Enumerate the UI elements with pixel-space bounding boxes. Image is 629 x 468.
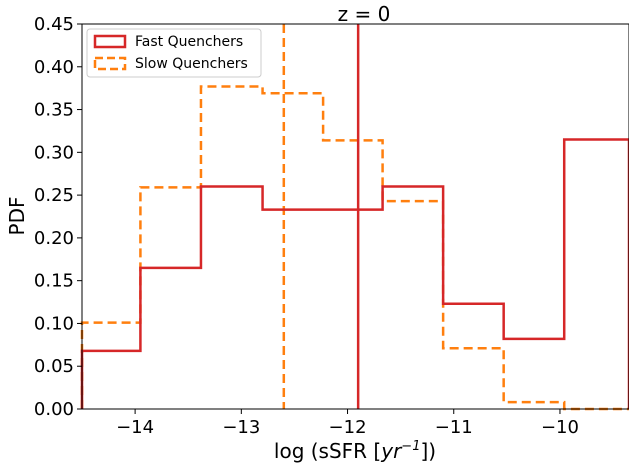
legend: Fast Quenchers Slow Quenchers (87, 29, 261, 77)
y-axis: 0.00 0.05 0.10 0.15 0.20 0.25 0.30 0.35 0.40 0.45 (34, 14, 82, 420)
histogram-bin-fast-5 (383, 187, 444, 409)
histogram-bin-fast-6 (443, 304, 504, 409)
y-tick-label: 0.40 (34, 57, 74, 78)
y-tick-label: 0.30 (34, 142, 74, 163)
y-tick-label: 0.25 (34, 185, 74, 206)
histogram-bin-slow-3 (263, 93, 324, 409)
y-axis-label: PDF (5, 197, 29, 236)
y-tick-label: 0.00 (34, 399, 74, 420)
histogram-steps-fast (82, 140, 629, 410)
histogram-bin-slow-2 (201, 86, 263, 409)
y-tick-label: 0.45 (34, 14, 74, 35)
y-tick-label: 0.15 (34, 271, 74, 292)
y-tick-label: 0.35 (34, 100, 74, 121)
x-tick-label: −13 (222, 417, 260, 438)
x-axis-label-prefix: log (sSFR [ (274, 439, 381, 463)
histogram-bin-slow-5 (383, 201, 444, 409)
histogram-steps-slow (82, 86, 629, 409)
y-tick-label: 0.10 (34, 313, 74, 334)
plot-frame (82, 24, 629, 409)
histogram-bin-slow-1 (140, 187, 201, 409)
x-axis-label-exponent: −1 (401, 439, 420, 454)
legend-label-slow: Slow Quenchers (135, 56, 248, 72)
histogram-bin-fast-0 (82, 351, 140, 409)
y-tick-label: 0.20 (34, 228, 74, 249)
x-tick-label: −10 (541, 417, 579, 438)
histogram-bin-slow-0 (82, 323, 140, 409)
plot-area (82, 24, 629, 409)
histogram-bin-slow-6 (443, 348, 504, 409)
histogram-bin-fast-8 (564, 140, 629, 410)
histogram-bin-fast-7 (504, 339, 565, 409)
histogram-bin-slow-4 (323, 140, 382, 409)
x-axis: −14 −13 −12 −11 −10 (116, 409, 579, 438)
legend-label-fast: Fast Quenchers (135, 34, 243, 50)
x-tick-label: −14 (116, 417, 154, 438)
histogram-bin-fast-4 (323, 210, 382, 409)
y-tick-label: 0.05 (34, 356, 74, 377)
x-tick-label: −11 (435, 417, 473, 438)
histogram-bin-fast-3 (263, 210, 324, 409)
x-axis-label-suffix: ]) (420, 439, 436, 463)
x-tick-label: −12 (329, 417, 367, 438)
x-axis-label-unit: yr (380, 439, 403, 463)
histogram-bin-fast-2 (201, 187, 263, 409)
x-axis-label: log (sSFR [yr−1]) (274, 439, 436, 463)
histogram-bin-fast-1 (140, 268, 201, 409)
chart-title: z = 0 (338, 2, 391, 26)
